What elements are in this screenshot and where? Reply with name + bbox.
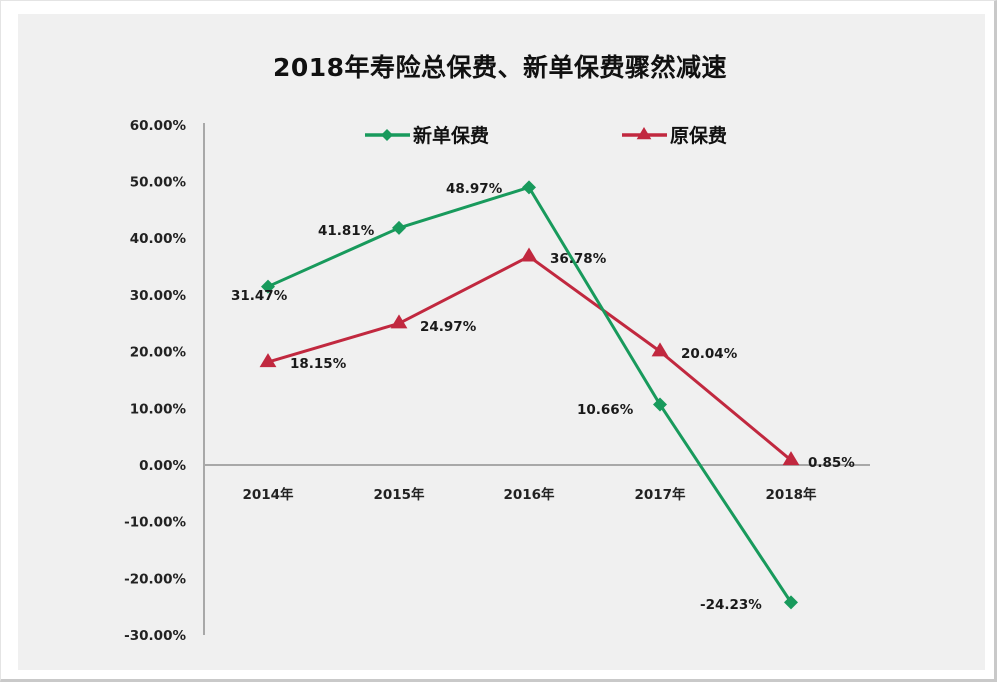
diamond-marker-icon xyxy=(653,397,667,412)
y-tick-label: -30.00% xyxy=(124,628,186,644)
x-tick-label: 2016年 xyxy=(503,486,555,503)
diamond-marker-icon xyxy=(392,220,406,235)
y-tick-label: 60.00% xyxy=(130,118,187,134)
triangle-marker-icon xyxy=(636,127,652,140)
data-label-new-premium: -24.23% xyxy=(700,597,762,613)
y-tick-label: -20.00% xyxy=(124,571,186,587)
y-axis-ticks: 60.00% 50.00% 40.00% 30.00% 20.00% 10.00% 0.00… xyxy=(124,118,186,644)
y-tick-label: 30.00% xyxy=(130,288,187,304)
data-label-original-premium: 36.78% xyxy=(550,251,607,267)
x-tick-label: 2017年 xyxy=(634,486,686,503)
data-label-original-premium: 20.04% xyxy=(681,346,738,362)
legend-item-new-premium: 新单保费 xyxy=(365,124,489,147)
data-label-original-premium: 24.97% xyxy=(420,319,477,335)
y-tick-label: -10.00% xyxy=(124,515,186,531)
data-labels: 31.47% 41.81% 48.97% 10.66% -24.23% 18.15% 24.… xyxy=(231,181,855,613)
diamond-marker-icon xyxy=(784,595,798,610)
chart-title: 2018年寿险总保费、新单保费骤然减速 xyxy=(272,53,728,82)
y-tick-label: 0.00% xyxy=(139,458,186,474)
y-tick-label: 50.00% xyxy=(130,175,187,191)
x-tick-label: 2014年 xyxy=(242,486,294,503)
triangle-marker-icon xyxy=(520,247,538,262)
x-tick-label: 2018年 xyxy=(765,486,817,503)
x-tick-label: 2015年 xyxy=(373,486,425,503)
data-label-original-premium: 0.85% xyxy=(808,455,855,471)
legend-label-original-premium: 原保费 xyxy=(670,124,727,147)
diamond-marker-icon xyxy=(522,180,536,195)
chart-panel xyxy=(18,14,985,670)
data-label-new-premium: 10.66% xyxy=(577,402,634,418)
triangle-marker-icon xyxy=(651,342,669,357)
triangle-marker-icon xyxy=(259,353,277,368)
data-label-new-premium: 48.97% xyxy=(446,181,503,197)
diamond-marker-icon xyxy=(381,129,393,141)
legend-label-new-premium: 新单保费 xyxy=(413,124,489,147)
data-label-new-premium: 41.81% xyxy=(318,223,375,239)
legend: 新单保费 原保费 xyxy=(365,124,727,147)
triangle-marker-icon xyxy=(782,451,800,466)
series-layer xyxy=(259,180,800,610)
data-label-new-premium: 31.47% xyxy=(231,288,288,304)
legend-item-original-premium: 原保费 xyxy=(622,124,727,147)
diamond-marker-icon xyxy=(261,279,275,294)
y-tick-label: 40.00% xyxy=(130,231,187,247)
y-tick-label: 20.00% xyxy=(130,345,187,361)
triangle-marker-icon xyxy=(390,314,408,329)
data-label-original-premium: 18.15% xyxy=(290,356,347,372)
y-tick-label: 10.00% xyxy=(130,401,187,417)
x-axis-ticks: 2014年 2015年 2016年 2017年 2018年 xyxy=(242,486,817,503)
